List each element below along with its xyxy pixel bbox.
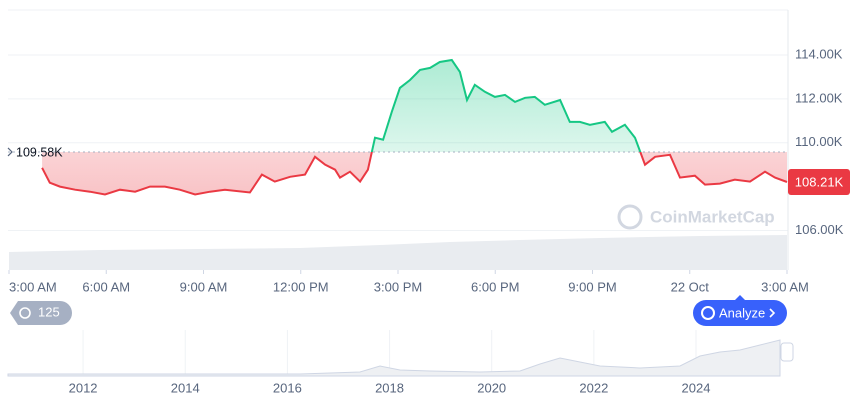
analyze-button[interactable]: Analyze [693, 295, 787, 326]
y-tick-label: 112.00K [795, 90, 843, 105]
navigator-tick-label: 2012 [69, 380, 98, 395]
navigator-tick-label: 2014 [171, 380, 200, 395]
analyze-text: Analyze [719, 305, 765, 320]
watermark-text: CoinMarketCap [650, 207, 775, 226]
x-tick-label: 12:00 PM [273, 279, 329, 294]
price-line-up [370, 58, 642, 152]
badge-text: 125 [38, 304, 60, 319]
navigator-tick-label: 2022 [579, 380, 608, 395]
x-tick-label: 3:00 AM [9, 279, 57, 294]
x-tick-label: 9:00 AM [180, 279, 228, 294]
navigator-tick-label: 2020 [477, 380, 506, 395]
baseline-label: 109.58K [16, 145, 63, 159]
history-badge[interactable]: 125 [10, 301, 72, 325]
navigator-tick-label: 2016 [273, 380, 302, 395]
x-tick-label: 22 Oct [671, 279, 710, 294]
navigator-handle[interactable] [780, 342, 794, 362]
x-tick-label: 3:00 AM [761, 279, 809, 294]
navigator-tick-label: 2024 [682, 380, 711, 395]
y-tick-label: 110.00K [795, 134, 843, 149]
x-tick-label: 9:00 PM [568, 279, 616, 294]
current-price-label: 108.21K [795, 174, 844, 189]
volume-area [9, 235, 787, 270]
x-tick-label: 6:00 PM [471, 279, 519, 294]
watermark: CoinMarketCap [617, 204, 775, 230]
area-down [42, 151, 787, 195]
y-tick-label: 106.00K [795, 222, 844, 237]
baseline-arrow [7, 147, 13, 157]
price-line-down [41, 151, 788, 196]
navigator-tick-label: 2018 [375, 380, 404, 395]
area-up [371, 60, 641, 152]
current-price-box [788, 169, 850, 196]
y-tick-label: 114.00K [795, 46, 843, 61]
x-tick-label: 6:00 AM [82, 279, 130, 294]
x-tick-label: 3:00 PM [374, 279, 422, 294]
navigator-line [7, 339, 781, 377]
